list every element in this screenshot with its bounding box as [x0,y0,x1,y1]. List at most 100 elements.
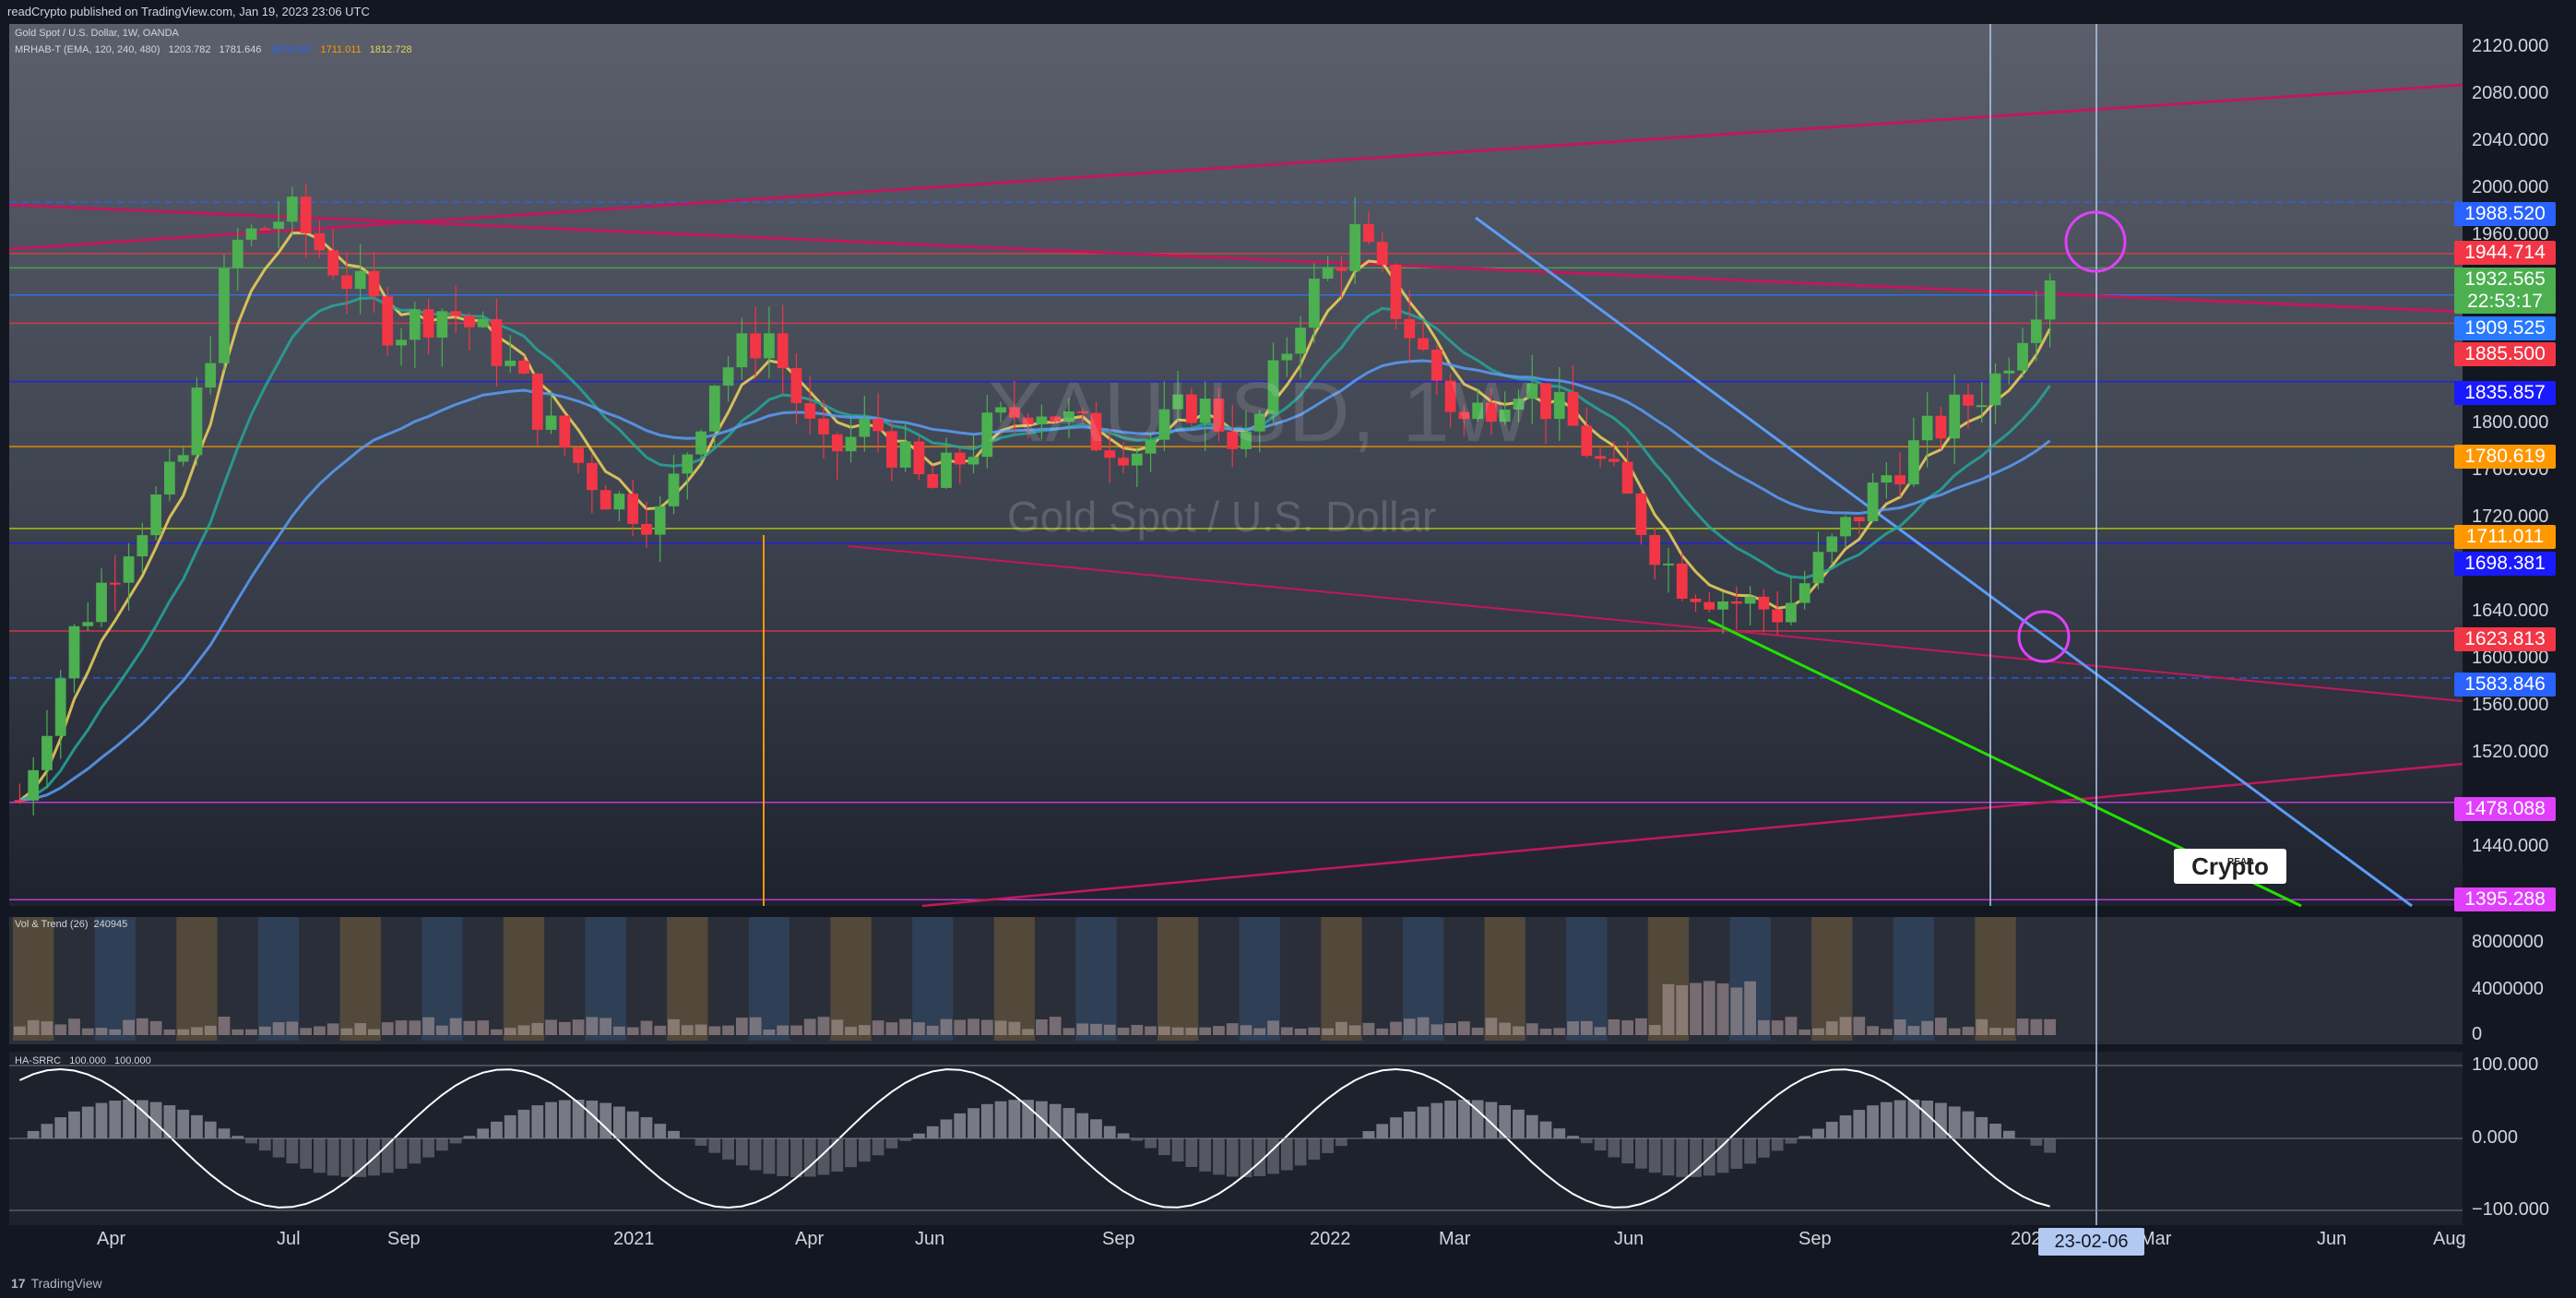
volume-trend-band [285,917,300,1041]
osc-bar [1676,1138,1689,1177]
osc-bar [409,1138,421,1164]
volume-bar [1022,1029,1034,1035]
candle-body [1894,475,1905,485]
osc-bar [1322,1138,1335,1153]
candle-body [518,360,529,374]
candle-body [1104,450,1116,458]
osc-bar [504,1114,516,1138]
osc-bar [1785,1138,1798,1144]
candle-body [1390,264,1402,319]
candle-body [613,494,625,510]
candle-body [764,333,775,359]
volume-bar [735,1018,748,1035]
volume-trend-band [1484,917,1499,1041]
footer[interactable]: 17 TradingView [0,1268,2576,1298]
volume-trend-band [1756,917,1771,1041]
osc-bar [1240,1138,1252,1177]
candle-body [804,402,816,419]
candle-body [1676,563,1688,599]
volume-bar [149,1020,162,1035]
volume-bar [177,1029,190,1035]
ema-line-2 [19,359,2051,803]
legend-indicator[interactable]: MRHAB-T (EMA, 120, 240, 480) 1203.782 17… [15,44,412,55]
osc-bar [218,1128,231,1138]
volume-bar [272,1022,285,1035]
volume-bar [1103,1024,1116,1035]
candle-body [1798,583,1810,603]
candle-body [205,363,217,388]
volume-trend-band [1920,917,1935,1041]
candle-body [1867,482,1879,522]
volume-trend-band [993,917,1008,1041]
volume-bar [1962,1027,1975,1035]
price-badge: 1395.288 [2454,887,2556,911]
volume-bar [1730,987,1743,1035]
volume-bar [790,1025,802,1035]
volume-bar [722,1025,734,1035]
osc-bar [1131,1138,1144,1141]
volume-bar [231,1029,244,1035]
osc-bar [572,1100,585,1138]
candle-body [1199,399,1211,423]
volume-trend-band [40,917,54,1041]
volume-bar [491,1029,503,1035]
osc-bar [149,1102,162,1138]
volume-trend-band [925,917,940,1041]
volume-bar [913,1022,925,1035]
volume-bar [1676,984,1689,1035]
osc-bar [1185,1138,1198,1168]
osc-bar [1567,1136,1579,1138]
indicator-value-1: 1203.782 [168,44,211,55]
volume-bar [1635,1018,1647,1035]
price-tick-label: 1520.000 [2472,742,2549,763]
candle-body [1404,318,1416,339]
osc-bar [1880,1102,1893,1138]
time-tick-label: Mar [1439,1229,1471,1249]
ha-value-2: 100.000 [114,1055,151,1066]
volume-bar [1648,1025,1661,1035]
osc-bar [1553,1128,1566,1138]
volume-trend-band [13,917,27,1041]
candle-body [1935,415,1947,439]
time-tick-label: Jun [1614,1229,1644,1249]
volume-bar [1716,982,1729,1035]
osc-bar [790,1138,802,1177]
candle-body [1036,416,1048,424]
volume-trend-band [1089,917,1103,1041]
candle-body [736,333,748,368]
time-tick-label: Sep [387,1229,421,1249]
candle-body [818,418,829,435]
volume-trend-band [503,917,517,1041]
candle-body [1826,536,1838,553]
osc-bar [926,1125,939,1138]
osc-bar [1757,1138,1770,1158]
osc-bar [777,1138,789,1176]
legend-oscillator[interactable]: HA-SRRC 100.000 100.000 [15,1055,151,1066]
osc-bar [954,1113,967,1138]
osc-bar [1294,1138,1307,1166]
candle-body [1281,353,1293,361]
legend-volume[interactable]: Vol & Trend (26) 240945 [15,919,128,930]
target-circle-top [2064,210,2127,273]
volume-bar [531,1022,544,1035]
osc-bar [245,1138,257,1144]
candle-body [2030,319,2042,343]
candle-body [123,556,135,583]
volume-trend-band [339,917,354,1041]
osc-bar [1635,1138,1647,1169]
price-tick-label: 2000.000 [2472,177,2549,198]
osc-bar [967,1108,979,1138]
osc-bar [817,1138,830,1175]
candle-body [464,316,475,327]
osc-bar [95,1102,108,1138]
candle-body [1853,517,1865,522]
volume-trend-band [353,917,368,1041]
legend-main[interactable]: Gold Spot / U.S. Dollar, 1W, OANDA [15,28,179,39]
osc-bar [136,1100,148,1138]
volume-bar [354,1023,367,1035]
volume-trend-band [1512,917,1525,1041]
candle-body [531,373,543,430]
osc-bar [1499,1105,1512,1138]
candle-body [191,387,203,456]
